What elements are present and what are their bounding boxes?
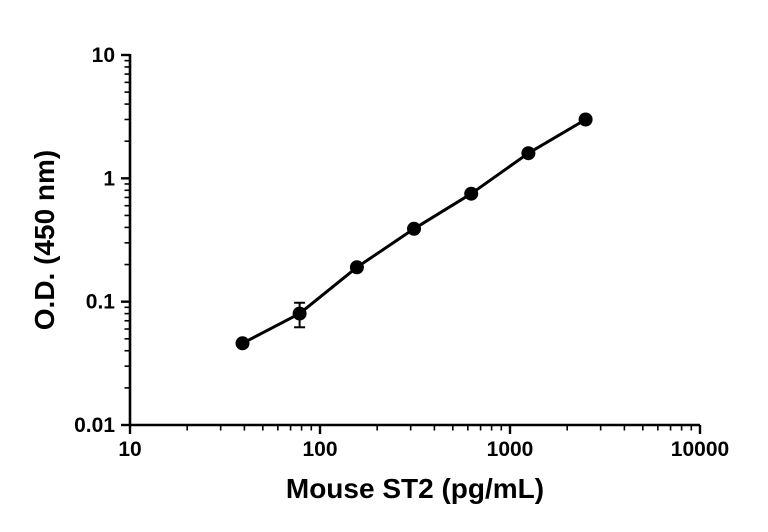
data-point <box>292 306 307 321</box>
y-axis-title: O.D. (450 nm) <box>29 149 60 331</box>
x-tick-label: 10 <box>118 438 141 461</box>
y-tick-label: 10 <box>92 44 115 67</box>
data-point <box>521 146 536 161</box>
y-tick-label: 1 <box>103 167 115 190</box>
x-tick-label: 100 <box>302 438 337 461</box>
y-tick-label: 0.1 <box>86 291 116 314</box>
data-point <box>235 336 250 351</box>
data-point <box>464 186 479 201</box>
x-tick-label: 1000 <box>487 438 534 461</box>
x-axis-title: Mouse ST2 (pg/mL) <box>285 473 545 504</box>
data-point <box>407 221 421 236</box>
x-tick-label: 10000 <box>671 438 729 461</box>
data-point <box>578 112 593 127</box>
data-point <box>349 260 364 275</box>
y-tick-label: 0.01 <box>74 414 115 437</box>
